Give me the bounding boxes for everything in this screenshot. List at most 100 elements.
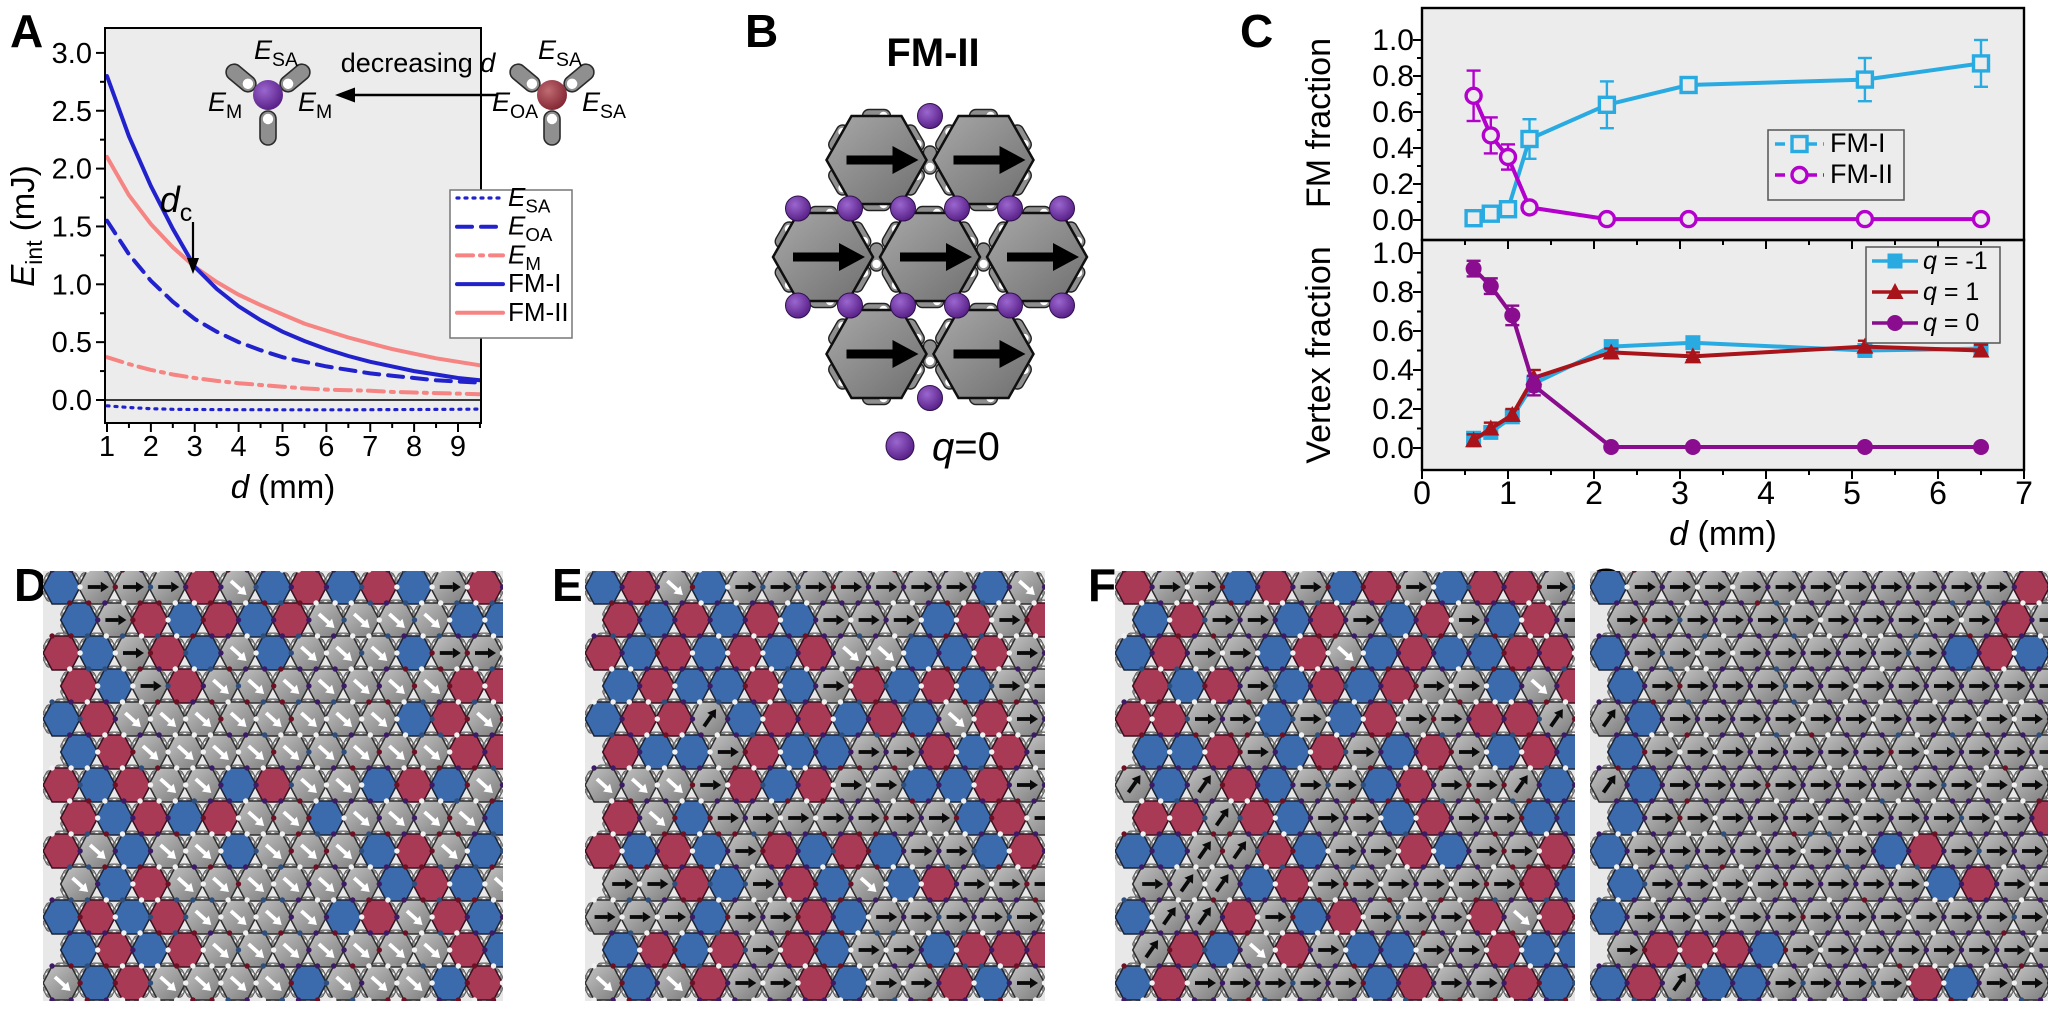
- arrow-head: [959, 581, 968, 593]
- moment-arrow-white-diagonal: [335, 777, 353, 794]
- blue-hexagon: [918, 602, 958, 638]
- moment-arrow-white-diagonal: [194, 975, 212, 992]
- red-hexagon: [464, 571, 503, 605]
- moment-arrow-black-right: [999, 680, 1021, 692]
- data-point-FM-I: [1520, 129, 1539, 149]
- capsule-pole-dot: [566, 78, 578, 89]
- arrow-head: [131, 717, 141, 728]
- vertex-charge-dot: [172, 732, 178, 738]
- capsule-pole-dot: [979, 259, 988, 269]
- arrow-shaft: [176, 876, 190, 889]
- red-hexagon: [601, 734, 641, 770]
- vertex-charge-dot: [244, 897, 250, 903]
- vertex-charge-dot: [489, 600, 495, 606]
- vertex-charge-dot: [366, 765, 372, 771]
- vertex-charge-dot: [279, 897, 285, 903]
- red-hexagon: [918, 668, 958, 704]
- red-hexagon: [742, 602, 782, 638]
- vertex-charge-dot: [402, 930, 409, 936]
- vertex-charge-dot: [473, 732, 479, 738]
- y-tick-label: 0.4: [1372, 354, 1414, 387]
- vertex-charge-dot: [95, 815, 101, 821]
- arrow-head: [342, 981, 353, 992]
- vertex-charge-dot: [49, 765, 55, 771]
- vertex-charge-dot: [436, 963, 442, 969]
- arrow-head: [307, 717, 317, 728]
- q0-legend-label: q=0: [932, 425, 1000, 469]
- vertex-charge-dot: [419, 600, 425, 606]
- blue-hexagon: [77, 635, 117, 671]
- arrow-shaft: [717, 750, 731, 754]
- panel-b-label: B: [745, 5, 779, 57]
- vertex-charge-dot: [174, 997, 180, 1001]
- arrow-shaft: [735, 915, 749, 919]
- legend-label-FM-II: FM-II: [508, 297, 569, 327]
- vertex-charge-dot: [429, 848, 435, 854]
- arrow-shaft: [317, 942, 330, 955]
- vertex-charge-dot: [471, 963, 478, 969]
- arrow-head: [254, 948, 265, 959]
- panel-d-label: D: [14, 559, 48, 611]
- red-hexagon: [165, 932, 205, 968]
- arrow-shaft: [493, 876, 503, 889]
- vertex-charge-dot: [121, 930, 127, 936]
- arrow-head: [201, 849, 212, 860]
- moment-arrow-black-right: [140, 680, 162, 692]
- blue-hexagon: [707, 668, 747, 704]
- vertex-charge-dot: [130, 947, 136, 953]
- blue-hexagon: [601, 668, 641, 704]
- moment-arrow-white-diagonal: [194, 843, 212, 860]
- red-hexagon: [59, 668, 99, 704]
- vertex-charge-dot: [385, 699, 391, 705]
- moment-arrow-white-diagonal: [88, 843, 106, 860]
- vertex-charge-dot: [226, 930, 233, 936]
- vertex-charge-dot: [138, 997, 145, 1001]
- blue-hexagon: [165, 602, 205, 638]
- vertex-charge-dot: [288, 914, 294, 920]
- arrow-shaft: [247, 942, 260, 955]
- moment-arrow-white-diagonal: [71, 876, 89, 893]
- vertex-charge-dot: [331, 571, 337, 573]
- arrow-shaft: [352, 744, 366, 757]
- vertex-charge-dot: [271, 881, 277, 887]
- arrow-head: [325, 882, 335, 893]
- vertex-charge-dot: [490, 699, 497, 705]
- y-tick-label: 0.0: [1372, 204, 1414, 237]
- vertex-charge-dot: [130, 815, 136, 821]
- vertex-charge-dot: [359, 914, 365, 920]
- vertex-charge-dot: [244, 765, 250, 771]
- q0-vertex-sphere: [837, 195, 863, 222]
- arrow-shaft: [229, 909, 242, 922]
- vertex-charge-dot: [174, 633, 180, 639]
- vertex-charge-dot: [235, 617, 242, 623]
- red-hexagon: [112, 965, 152, 1001]
- curve-q+1: [1472, 344, 1982, 442]
- vertex-charge-dot: [359, 848, 365, 854]
- arrow-shaft: [141, 744, 154, 757]
- vertex-charge-dot: [366, 963, 372, 969]
- moment-arrow-white-diagonal: [335, 843, 353, 860]
- vertex-charge-dot: [341, 815, 347, 821]
- vertex-charge-dot: [323, 782, 330, 788]
- vertex-charge-dot: [244, 963, 250, 969]
- vertex-charge-dot: [314, 633, 321, 639]
- arrow-head: [166, 849, 177, 860]
- vertex-charge-dot: [172, 798, 178, 804]
- arrow-shaft: [753, 882, 766, 886]
- vertex-charge-dot: [138, 765, 145, 771]
- vertex-charge-dot: [490, 633, 497, 639]
- arrow-shaft: [1017, 651, 1030, 655]
- red-hexagon: [59, 800, 99, 836]
- vertex-charge-dot: [323, 716, 330, 722]
- vertex-charge-dot: [49, 571, 55, 573]
- q0-vertex-sphere: [890, 292, 916, 319]
- arrow-shaft: [194, 975, 207, 988]
- vertex-charge-dot: [86, 666, 92, 672]
- vertex-sphere: [537, 80, 567, 110]
- y-tick-label: 3.0: [52, 38, 92, 70]
- blue-hexagon: [901, 701, 940, 737]
- vertex-charge-dot: [482, 815, 488, 821]
- panel-b-title: FM-II: [886, 31, 979, 75]
- data-point-q0: [1684, 439, 1701, 456]
- vertex-charge-dot: [121, 600, 127, 606]
